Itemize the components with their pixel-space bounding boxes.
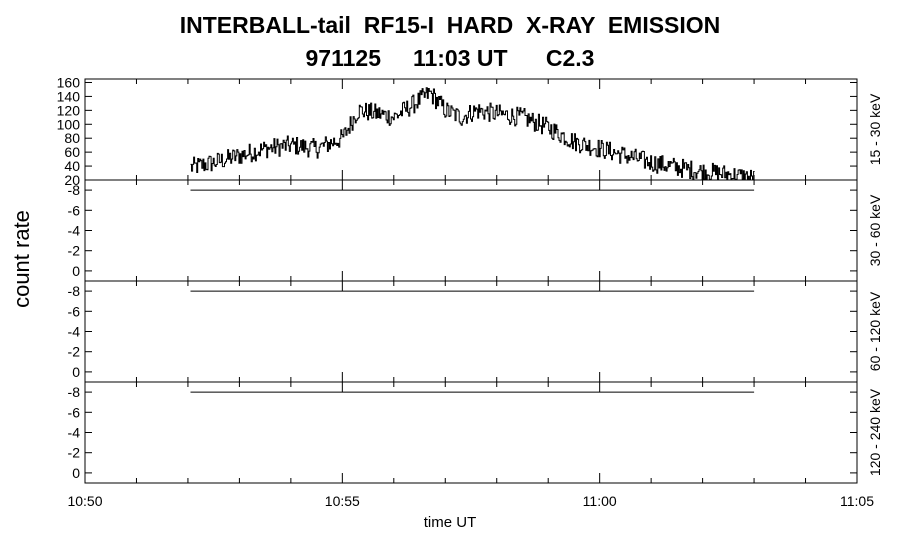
panel-frame [84, 381, 858, 484]
y-tick-label: -2 [68, 445, 81, 461]
x-tick-label: 10:55 [325, 493, 360, 509]
panel-frame [84, 280, 858, 383]
y-tick-label: -2 [68, 243, 81, 259]
y-tick-label: 60 [64, 144, 80, 160]
band-label: 60 - 120 keV [867, 291, 883, 371]
chart-subtitle: 971125 11:03 UT C2.3 [305, 45, 595, 71]
x-tick-label: 11:00 [583, 493, 617, 509]
y-tick-label: -6 [68, 303, 81, 319]
y-tick-label: -4 [68, 223, 81, 239]
y-tick-label: 0 [72, 465, 80, 481]
x-tick-label: 10:50 [67, 493, 102, 509]
y-tick-label: -8 [68, 283, 81, 299]
y-tick-label: 140 [57, 88, 81, 104]
y-tick-label: -4 [68, 425, 81, 441]
band-label: 15 - 30 keV [867, 93, 883, 165]
chart-title: INTERBALL-tail RF15-I HARD X-RAY EMISSIO… [179, 12, 721, 38]
y-tick-label: 0 [72, 263, 80, 279]
y-tick-label: -4 [68, 324, 81, 340]
y-tick-label: -6 [68, 202, 81, 218]
y-tick-label: 120 [57, 102, 81, 118]
y-tick-label: 160 [57, 74, 81, 90]
panel-frame [84, 78, 858, 181]
panel-frame [84, 179, 858, 282]
band-label: 120 - 240 keV [867, 388, 883, 476]
y-tick-label: 20 [64, 172, 80, 188]
x-axis-label: time UT [423, 514, 477, 531]
series-line [190, 87, 755, 180]
band-label: 30 - 60 keV [867, 194, 883, 266]
y-tick-label: 40 [64, 158, 80, 174]
y-tick-label: -6 [68, 404, 81, 420]
y-tick-label: -2 [68, 344, 81, 360]
y-tick-label: -8 [68, 182, 81, 198]
y-tick-label: 0 [72, 364, 80, 380]
y-tick-label: 80 [64, 130, 80, 146]
y-tick-label: -8 [68, 384, 81, 400]
y-tick-label: 100 [57, 116, 81, 132]
x-tick-label: 11:05 [840, 493, 874, 509]
